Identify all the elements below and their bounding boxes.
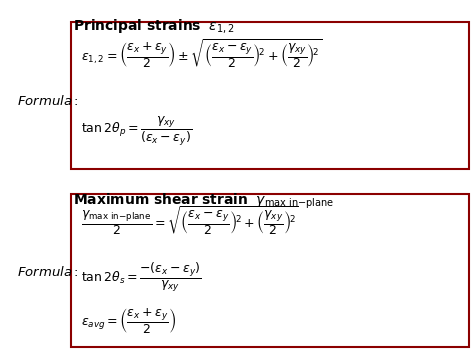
Text: $\varepsilon_{1,2} = \left(\dfrac{\varepsilon_x + \varepsilon_y}{2}\right) \pm \: $\varepsilon_{1,2} = \left(\dfrac{\varep… [81, 38, 322, 71]
Text: $\dfrac{\gamma_{\mathrm{max\ in{-}plane}}}{2} = \sqrt{\left(\dfrac{\varepsilon_x: $\dfrac{\gamma_{\mathrm{max\ in{-}plane}… [81, 205, 298, 238]
Text: $\tan 2\theta_s = \dfrac{-\left(\varepsilon_x - \varepsilon_y\right)}{\gamma_{xy: $\tan 2\theta_s = \dfrac{-\left(\varepsi… [81, 261, 201, 294]
Text: $\mathbf{Principal\ strains}$  $\varepsilon_{1,2}$: $\mathbf{Principal\ strains}$ $\varepsil… [73, 17, 235, 35]
Text: $\tan 2\theta_p = \dfrac{\gamma_{xy}}{\left(\varepsilon_x - \varepsilon_y\right): $\tan 2\theta_p = \dfrac{\gamma_{xy}}{\l… [81, 115, 191, 148]
Text: $\mathit{Formula:}$: $\mathit{Formula:}$ [17, 265, 78, 279]
Text: $\varepsilon_{avg} = \left(\dfrac{\varepsilon_x + \varepsilon_y}{2}\right)$: $\varepsilon_{avg} = \left(\dfrac{\varep… [81, 307, 176, 336]
Text: $\mathbf{Maximum\ shear\ strain}$  $\gamma_{\mathrm{max\ in{-}plane}}$: $\mathbf{Maximum\ shear\ strain}$ $\gamm… [73, 192, 335, 211]
Text: $\mathit{Formula:}$: $\mathit{Formula:}$ [17, 94, 78, 108]
